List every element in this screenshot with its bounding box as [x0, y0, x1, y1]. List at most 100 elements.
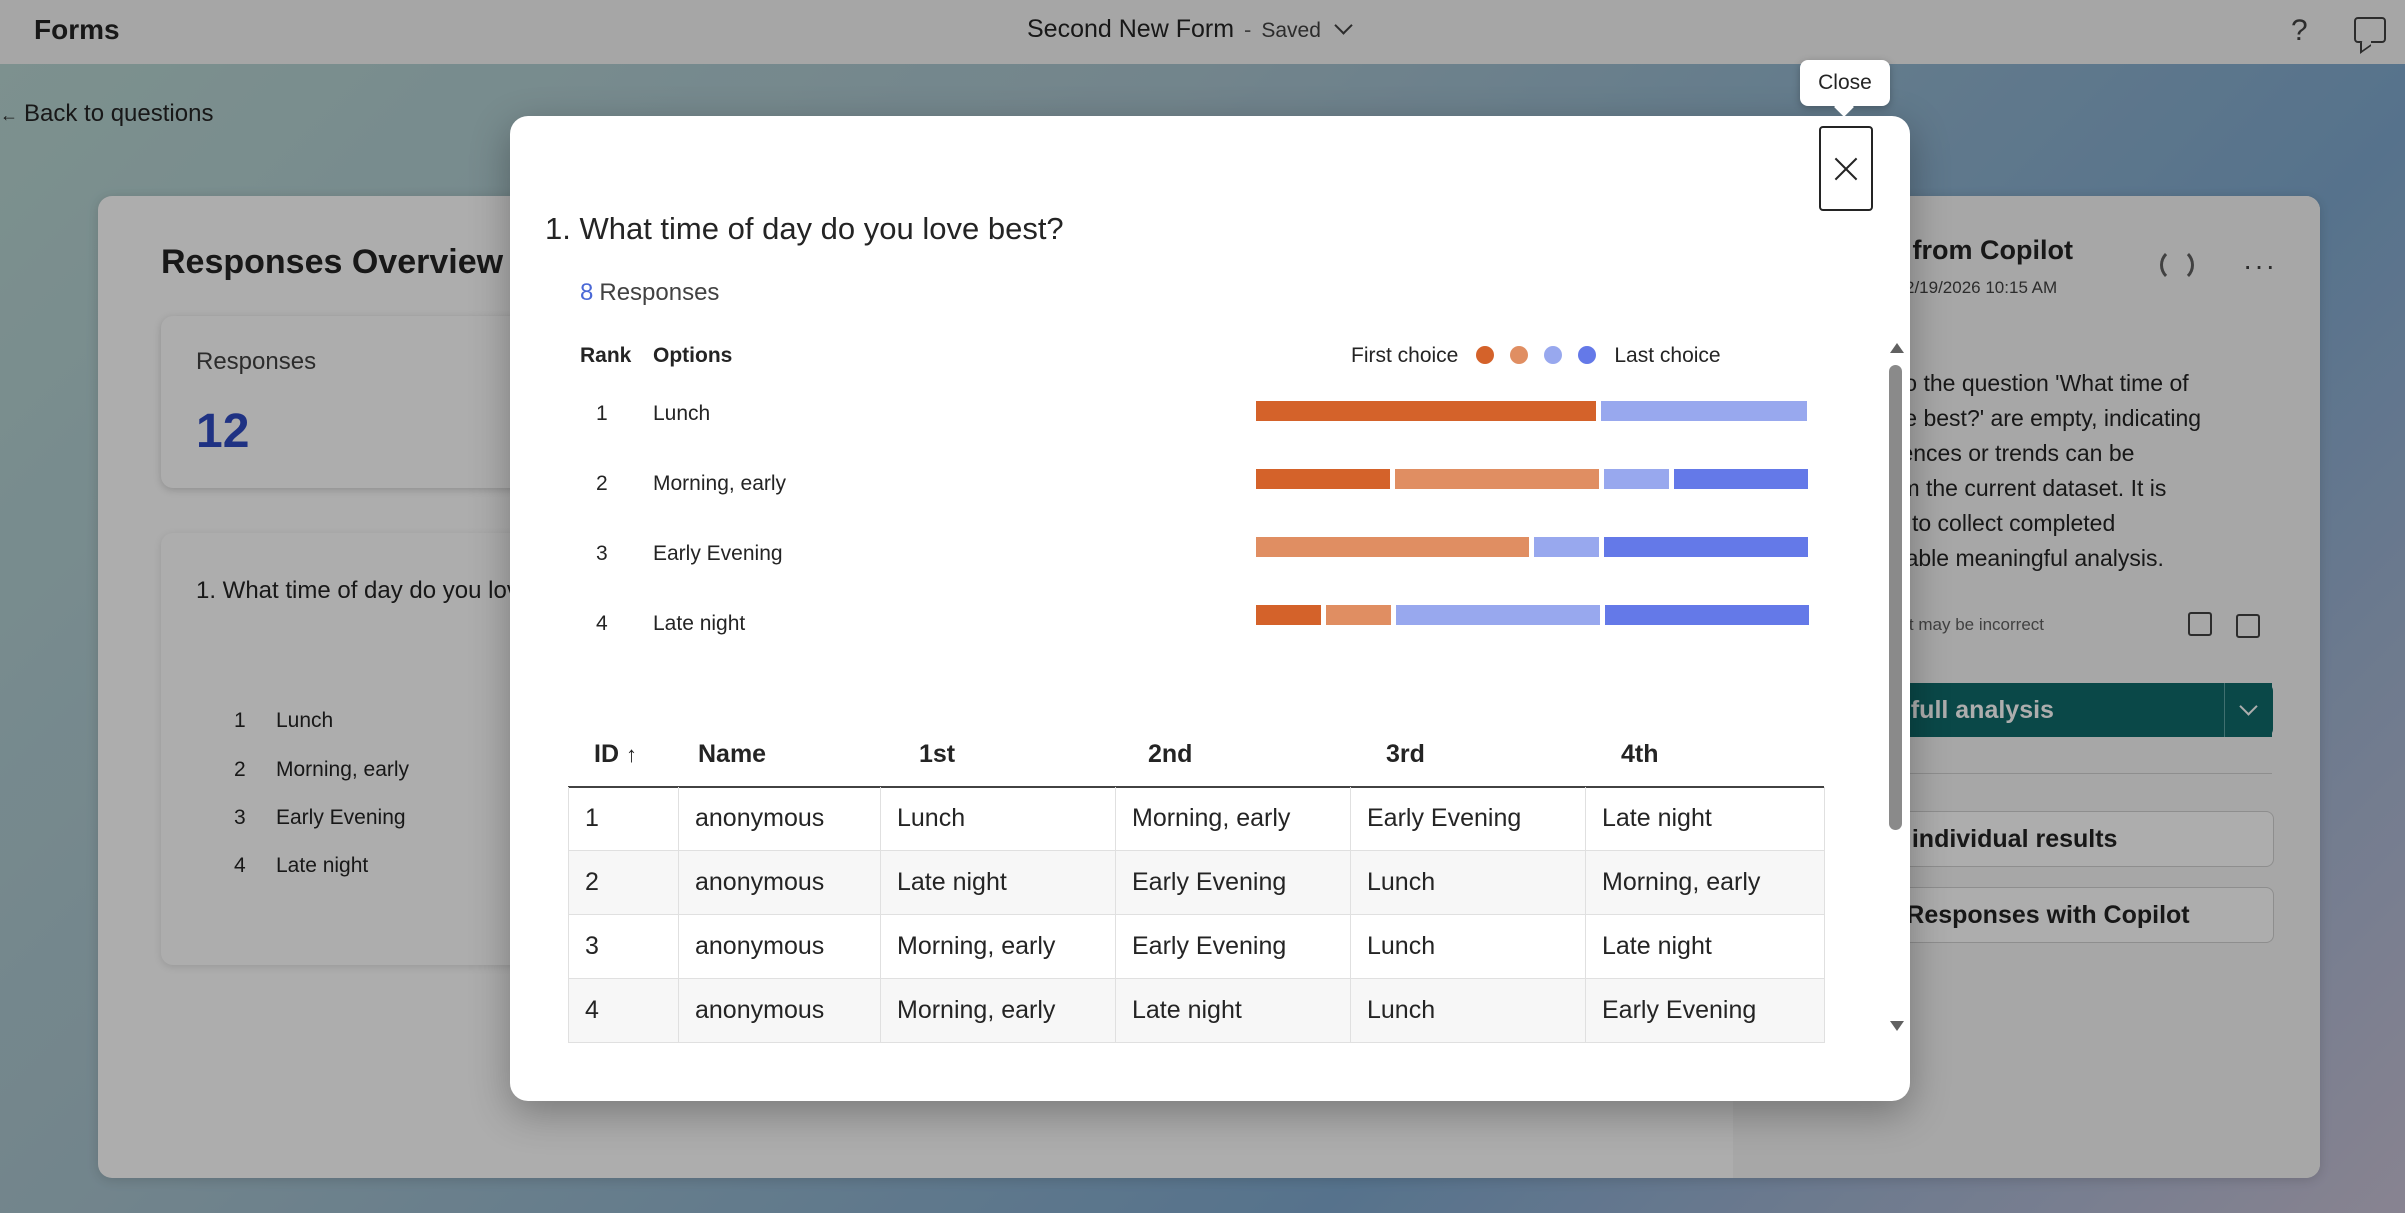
- legend-dot-3: [1544, 346, 1563, 364]
- title-separator: -: [1244, 17, 1252, 42]
- overview-title: Responses Overview: [161, 243, 504, 281]
- table-cell: 4: [569, 979, 679, 1042]
- table-row[interactable]: 1 anonymous Lunch Morning, early Early Eveni…: [568, 787, 1825, 851]
- bar-segment-choice-2: [1256, 537, 1529, 557]
- refresh-icon[interactable]: [2160, 248, 2194, 282]
- table-row[interactable]: 2 anonymous Late night Early Evening Lunch Mo…: [568, 851, 1825, 915]
- more-options-icon[interactable]: ···: [2243, 250, 2277, 281]
- bar-segment-choice-2: [1395, 469, 1599, 489]
- table-row[interactable]: 4 anonymous Morning, early Late night Lunch E…: [568, 979, 1825, 1043]
- column-header-3rd[interactable]: 3rd: [1386, 740, 1425, 768]
- dialog-response-count: 8 Responses: [580, 279, 719, 307]
- app-brand[interactable]: Forms: [34, 14, 120, 45]
- column-header-4th[interactable]: 4th: [1621, 740, 1659, 768]
- top-bar: Forms Second New Form - Saved ?: [0, 0, 2405, 64]
- bar-segment-choice-3: [1601, 401, 1807, 421]
- summary-line: s to the question 'What time of: [1880, 370, 2189, 396]
- scroll-down-arrow[interactable]: [1890, 1021, 1904, 1031]
- rank-number: 1: [596, 402, 608, 425]
- rank-number: 4: [596, 612, 608, 635]
- bar-segment-choice-4: [1605, 605, 1809, 625]
- table-cell: Morning, early: [881, 979, 1116, 1042]
- response-count-value: 8: [580, 279, 594, 306]
- rank-distribution-bar: [1256, 469, 1812, 489]
- table-cell: Morning, early: [1586, 851, 1825, 914]
- table-header: ID ↑ Name 1st 2nd 3rd 4th: [568, 720, 1824, 788]
- close-tooltip: Close: [1800, 60, 1890, 106]
- table-cell: Lunch: [1351, 979, 1586, 1042]
- sort-ascending-icon: ↑: [625, 742, 637, 767]
- rank-row: 1 Lunch: [234, 709, 334, 732]
- table-cell: anonymous: [679, 979, 881, 1042]
- table-cell: Lunch: [1351, 851, 1586, 914]
- scrollbar-thumb[interactable]: [1889, 365, 1902, 830]
- analysis-dropdown-button[interactable]: [2224, 683, 2273, 737]
- arrow-left-icon: ←: [0, 105, 18, 125]
- table-cell: Early Evening: [1116, 851, 1351, 914]
- rank-option: Early Evening: [653, 542, 783, 565]
- help-icon[interactable]: ?: [2291, 14, 2308, 47]
- divider: [1880, 773, 2272, 774]
- legend-first-choice: First choice: [1351, 344, 1459, 367]
- bar-segment-choice-1: [1256, 401, 1596, 421]
- legend-last-choice: Last choice: [1614, 344, 1721, 367]
- rank-row: 3 Early Evening: [234, 806, 406, 829]
- table-cell: Early Evening: [1351, 787, 1586, 850]
- copilot-summary: s to the question 'What time of ove best…: [1880, 366, 2280, 576]
- form-title-dropdown[interactable]: Second New Form - Saved: [1027, 15, 1353, 44]
- column-header-2nd[interactable]: 2nd: [1148, 740, 1193, 768]
- table-row[interactable]: 3 anonymous Morning, early Early Evening Lun…: [568, 915, 1825, 979]
- bar-segment-choice-1: [1256, 469, 1390, 489]
- column-header-name[interactable]: Name: [698, 740, 767, 768]
- table-cell: Morning, early: [881, 915, 1116, 978]
- table-cell: Late night: [1116, 979, 1351, 1042]
- table-cell: 1: [569, 787, 679, 850]
- back-to-questions-link[interactable]: ← Back to questions: [0, 100, 213, 128]
- table-cell: Early Evening: [1586, 979, 1825, 1042]
- bar-segment-choice-1: [1256, 605, 1321, 625]
- rank-distribution-bar: [1256, 537, 1812, 557]
- copilot-title: s from Copilot: [1890, 235, 2073, 265]
- rank-option: Late night: [653, 612, 746, 635]
- thumbs-up-icon[interactable]: [2188, 612, 2212, 636]
- dialog-question-title: 1. What time of day do you love best?: [545, 211, 1064, 246]
- table-cell: Late night: [881, 851, 1116, 914]
- check-individual-results-button[interactable]: k individual results: [1880, 811, 2274, 867]
- column-header-1st[interactable]: 1st: [919, 740, 956, 768]
- summary-line: ed to collect completed: [1880, 510, 2116, 536]
- legend-dot-2: [1510, 346, 1529, 364]
- rank-row: 2 Morning, early: [234, 758, 410, 781]
- rank-distribution-bar: [1256, 401, 1812, 421]
- legend-dot-4: [1578, 346, 1597, 364]
- rank-row: 4 Late night: [234, 854, 369, 877]
- ai-disclaimer: ent may be incorrect: [1890, 615, 2045, 634]
- table-cell: 3: [569, 915, 679, 978]
- response-count-label: Responses: [599, 279, 720, 306]
- rank-option: Morning, early: [653, 472, 787, 495]
- rank-number: 2: [596, 472, 608, 495]
- thumbs-down-icon[interactable]: [2236, 614, 2260, 638]
- options-header: Options: [653, 344, 733, 367]
- table-cell: anonymous: [679, 787, 881, 850]
- bar-segment-choice-3: [1534, 537, 1599, 557]
- rank-number: 3: [596, 542, 608, 565]
- summary-line: rom the current dataset. It is: [1880, 475, 2167, 501]
- close-button[interactable]: [1819, 126, 1873, 211]
- responses-label: Responses: [196, 348, 317, 375]
- rank-header: Rank: [580, 344, 632, 367]
- column-header-id[interactable]: ID ↑: [594, 740, 637, 768]
- table-cell: Lunch: [881, 787, 1116, 850]
- view-full-analysis-button[interactable]: y full analysis: [1880, 683, 2272, 737]
- table-cell: Lunch: [1351, 915, 1586, 978]
- scroll-up-arrow[interactable]: [1890, 343, 1904, 353]
- summary-line: ove best?' are empty, indicating: [1880, 405, 2202, 431]
- feedback-icon[interactable]: [2354, 17, 2386, 43]
- summary-line: erences or trends can be: [1880, 440, 2135, 466]
- table-cell: 2: [569, 851, 679, 914]
- table-cell: Early Evening: [1116, 915, 1351, 978]
- choice-legend: First choice Last choice: [1351, 344, 1721, 368]
- legend-dot-1: [1476, 346, 1495, 364]
- table-cell: anonymous: [679, 915, 881, 978]
- save-status: Saved: [1261, 19, 1321, 42]
- responses-with-copilot-button[interactable]: t Responses with Copilot: [1880, 887, 2274, 943]
